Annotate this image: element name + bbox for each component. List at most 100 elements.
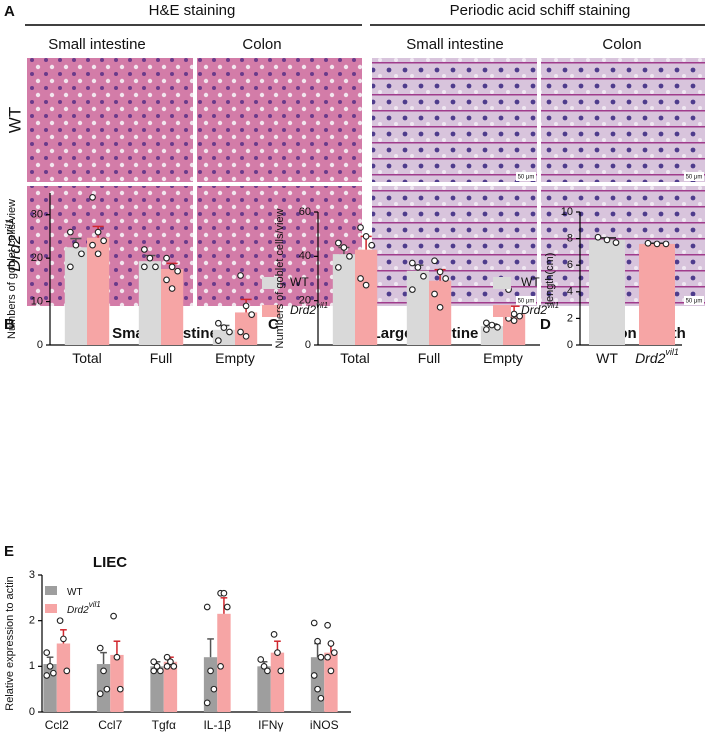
data-point bbox=[163, 653, 171, 661]
data-point bbox=[215, 319, 222, 327]
legend-swatch bbox=[262, 305, 280, 317]
x-tick-label: Full bbox=[418, 350, 441, 366]
data-point bbox=[63, 667, 71, 675]
data-point bbox=[330, 649, 338, 656]
category: Total bbox=[340, 350, 370, 366]
data-point bbox=[223, 603, 231, 611]
column-label: Colon bbox=[242, 36, 281, 53]
data-point bbox=[163, 276, 170, 284]
scale-bar-label: 50 μm bbox=[518, 299, 535, 305]
y-tick-label: 8 bbox=[567, 233, 573, 245]
data-point bbox=[150, 658, 158, 666]
data-point bbox=[110, 612, 117, 620]
data-point bbox=[516, 312, 524, 320]
header: Periodic acid schiff staining bbox=[450, 2, 631, 19]
data-point bbox=[100, 667, 107, 675]
bar bbox=[639, 243, 675, 345]
data-point bbox=[168, 263, 176, 271]
data-point bbox=[510, 317, 518, 324]
bar bbox=[355, 249, 378, 345]
data-point bbox=[163, 254, 170, 262]
panel-label: C bbox=[268, 316, 279, 333]
scale-bar-label: 50 μm bbox=[518, 175, 535, 181]
x-tick-label: WT bbox=[596, 350, 618, 366]
data-point bbox=[362, 281, 370, 289]
legend-swatch bbox=[493, 277, 511, 289]
data-point bbox=[314, 685, 321, 693]
data-point bbox=[346, 252, 353, 260]
data-point bbox=[324, 621, 331, 629]
row-label: WT bbox=[5, 107, 24, 133]
data-point bbox=[431, 290, 438, 298]
x-tick-label: Drd2vil1 bbox=[635, 347, 679, 365]
bar bbox=[324, 652, 338, 712]
category-sup: vil1 bbox=[665, 347, 679, 357]
y-tick-label: 10 bbox=[31, 295, 43, 307]
y-tick-label: 6 bbox=[567, 259, 573, 271]
legend-name: Drd2 bbox=[67, 605, 89, 616]
data-point bbox=[96, 644, 104, 652]
bar bbox=[96, 664, 111, 712]
scale-bar bbox=[684, 172, 704, 181]
data-point bbox=[248, 311, 255, 318]
data-point bbox=[264, 667, 271, 675]
legend-name: WT bbox=[67, 587, 83, 598]
panel-label: A bbox=[4, 3, 15, 20]
legend-sup: vil1 bbox=[316, 301, 328, 310]
data-point bbox=[653, 240, 661, 248]
panel-label: E bbox=[4, 543, 14, 560]
y-tick-label: 20 bbox=[31, 252, 43, 264]
bar bbox=[163, 661, 178, 712]
data-point bbox=[157, 667, 164, 675]
data-point bbox=[494, 323, 501, 331]
legend-label: WT bbox=[290, 275, 309, 289]
data-point bbox=[220, 589, 228, 597]
data-point bbox=[113, 653, 121, 661]
data-point bbox=[442, 275, 450, 282]
data-point bbox=[141, 263, 148, 271]
data-point bbox=[317, 694, 325, 702]
bar bbox=[406, 270, 429, 345]
scale-bar bbox=[516, 172, 536, 181]
data-point bbox=[368, 241, 376, 249]
data-point bbox=[146, 254, 154, 262]
micrograph bbox=[372, 186, 537, 306]
data-point bbox=[612, 239, 620, 246]
data-point bbox=[274, 649, 281, 656]
data-point bbox=[167, 658, 174, 666]
panel-label: B bbox=[4, 316, 15, 333]
data-point bbox=[103, 685, 111, 693]
data-point bbox=[203, 603, 211, 611]
data-point bbox=[357, 275, 364, 282]
data-point bbox=[327, 667, 335, 675]
y-tick-label: 0 bbox=[305, 339, 311, 351]
y-tick-label: 0 bbox=[567, 339, 573, 351]
data-point bbox=[174, 267, 181, 275]
data-point bbox=[488, 321, 496, 329]
bar bbox=[87, 237, 110, 345]
data-point bbox=[94, 228, 102, 236]
x-tick-label: Empty bbox=[215, 350, 255, 366]
category: Tgfα bbox=[152, 718, 176, 732]
data-point bbox=[141, 246, 148, 253]
y-tick-label: 20 bbox=[299, 295, 311, 307]
category: Full bbox=[150, 350, 173, 366]
data-point bbox=[431, 257, 438, 265]
bar bbox=[138, 261, 161, 345]
y-tick-label: 2 bbox=[567, 312, 573, 324]
data-point bbox=[362, 233, 370, 240]
x-tick-label: IL-1β bbox=[203, 718, 231, 732]
legend-name: Drd2 bbox=[521, 303, 547, 317]
data-point bbox=[163, 662, 171, 670]
data-point bbox=[72, 241, 80, 249]
data-point bbox=[242, 302, 250, 310]
legend-label: WT bbox=[67, 587, 83, 598]
legend-swatch bbox=[493, 305, 511, 317]
y-axis-label: Numbers of goblet cells/view bbox=[6, 199, 18, 339]
category: Total bbox=[72, 350, 102, 366]
data-point bbox=[89, 193, 96, 201]
data-point bbox=[242, 332, 250, 340]
data-point bbox=[96, 690, 104, 698]
data-point bbox=[237, 328, 244, 336]
